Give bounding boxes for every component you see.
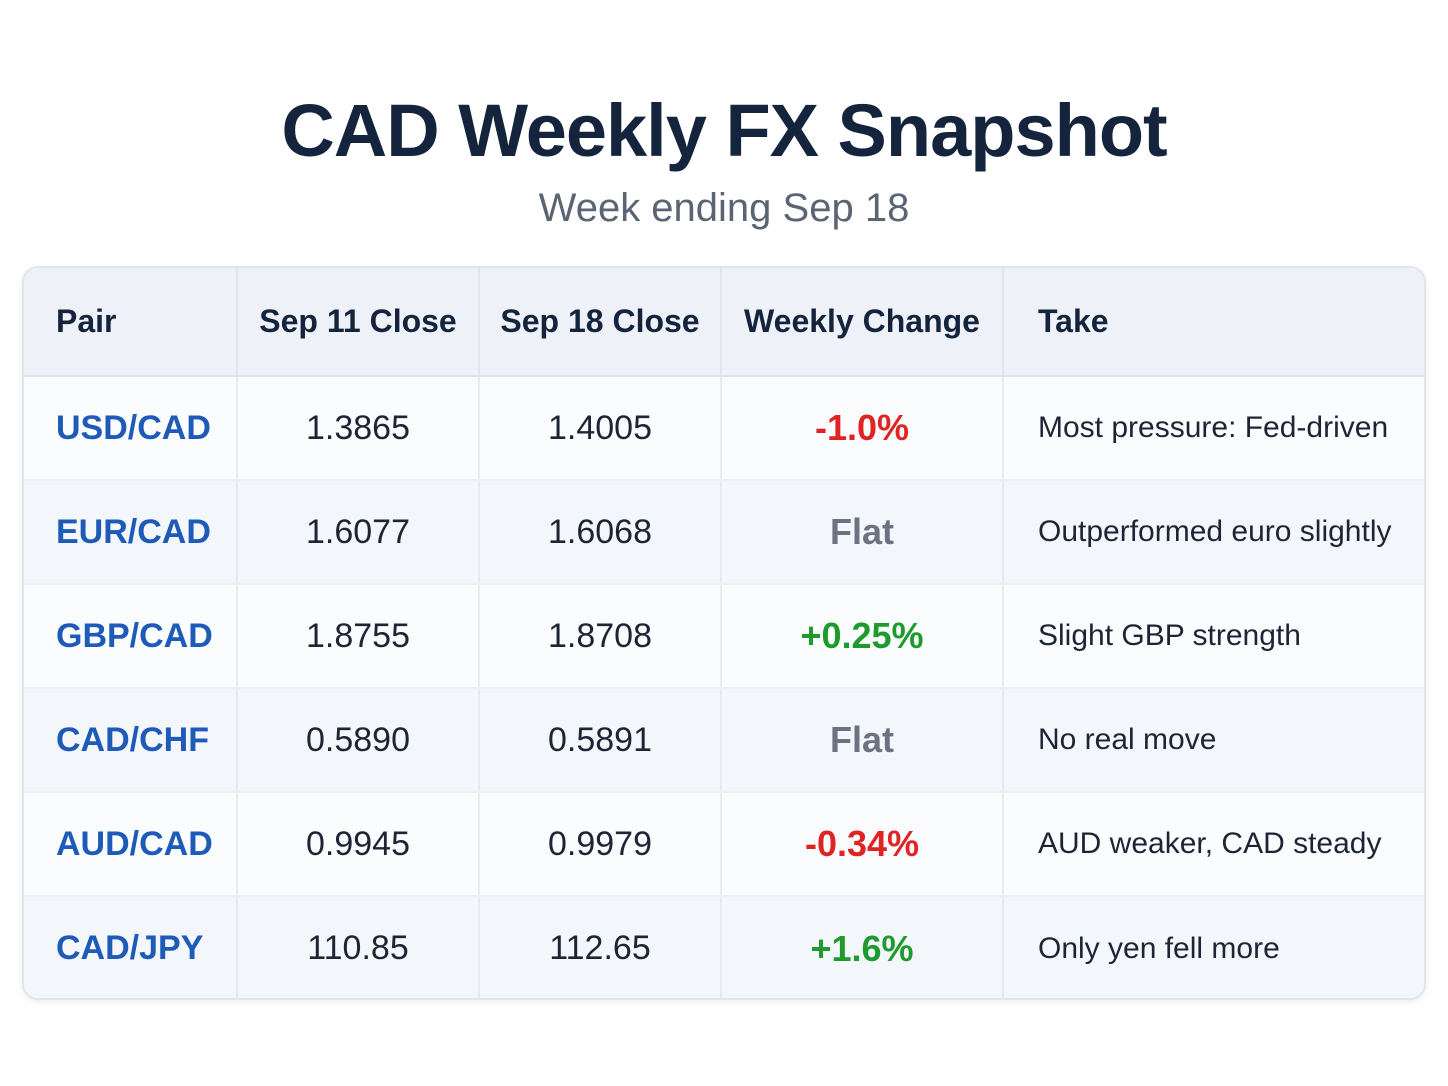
weekly-change-cell: +0.25% [721,584,1004,689]
pair-cell: AUD/CAD [24,792,238,897]
sep11-close-cell: 110.85 [237,896,480,998]
pair-cell: USD/CAD [24,376,238,481]
take-cell: Slight GBP strength [1003,584,1424,689]
sep18-close-cell: 0.5891 [479,688,722,793]
table-row: USD/CAD 1.3865 1.4005 -1.0% Most pressur… [24,376,1424,481]
table-row: CAD/CHF 0.5890 0.5891 Flat No real move [24,688,1424,793]
take-cell: No real move [1003,688,1424,793]
header-row: Pair Sep 11 Close Sep 18 Close Weekly Ch… [24,268,1424,377]
column-header-weekly-change: Weekly Change [721,268,1004,377]
table-body: USD/CAD 1.3865 1.4005 -1.0% Most pressur… [24,376,1424,998]
fx-table-card: Pair Sep 11 Close Sep 18 Close Weekly Ch… [22,266,1426,1000]
table-row: GBP/CAD 1.8755 1.8708 +0.25% Slight GBP … [24,584,1424,689]
pair-cell: GBP/CAD [24,584,238,689]
sep11-close-cell: 1.8755 [237,584,480,689]
pair-cell: EUR/CAD [24,480,238,585]
sep18-close-cell: 1.4005 [479,376,722,481]
table-header: Pair Sep 11 Close Sep 18 Close Weekly Ch… [24,268,1424,377]
sep18-close-cell: 0.9979 [479,792,722,897]
weekly-change-cell: Flat [721,688,1004,793]
table-row: CAD/JPY 110.85 112.65 +1.6% Only yen fel… [24,896,1424,998]
sep11-close-cell: 0.9945 [237,792,480,897]
take-cell: Outperformed euro slightly [1003,480,1424,585]
weekly-change-cell: +1.6% [721,896,1004,998]
sep11-close-cell: 0.5890 [237,688,480,793]
table-row: EUR/CAD 1.6077 1.6068 Flat Outperformed … [24,480,1424,585]
sep11-close-cell: 1.3865 [237,376,480,481]
take-cell: Most pressure: Fed-driven [1003,376,1424,481]
weekly-change-cell: Flat [721,480,1004,585]
page-subtitle: Week ending Sep 18 [538,186,910,230]
fx-table: Pair Sep 11 Close Sep 18 Close Weekly Ch… [24,268,1424,998]
column-header-sep18-close: Sep 18 Close [479,268,722,377]
take-cell: Only yen fell more [1003,896,1424,998]
pair-cell: CAD/CHF [24,688,238,793]
column-header-sep11-close: Sep 11 Close [237,268,480,377]
sep18-close-cell: 1.8708 [479,584,722,689]
column-header-pair: Pair [24,268,238,377]
sep18-close-cell: 112.65 [479,896,722,998]
pair-cell: CAD/JPY [24,896,238,998]
page-title: CAD Weekly FX Snapshot [281,89,1167,172]
sep11-close-cell: 1.6077 [237,480,480,585]
weekly-change-cell: -1.0% [721,376,1004,481]
weekly-change-cell: -0.34% [721,792,1004,897]
table-row: AUD/CAD 0.9945 0.9979 -0.34% AUD weaker,… [24,792,1424,897]
take-cell: AUD weaker, CAD steady [1003,792,1424,897]
column-header-take: Take [1003,268,1424,377]
sep18-close-cell: 1.6068 [479,480,722,585]
